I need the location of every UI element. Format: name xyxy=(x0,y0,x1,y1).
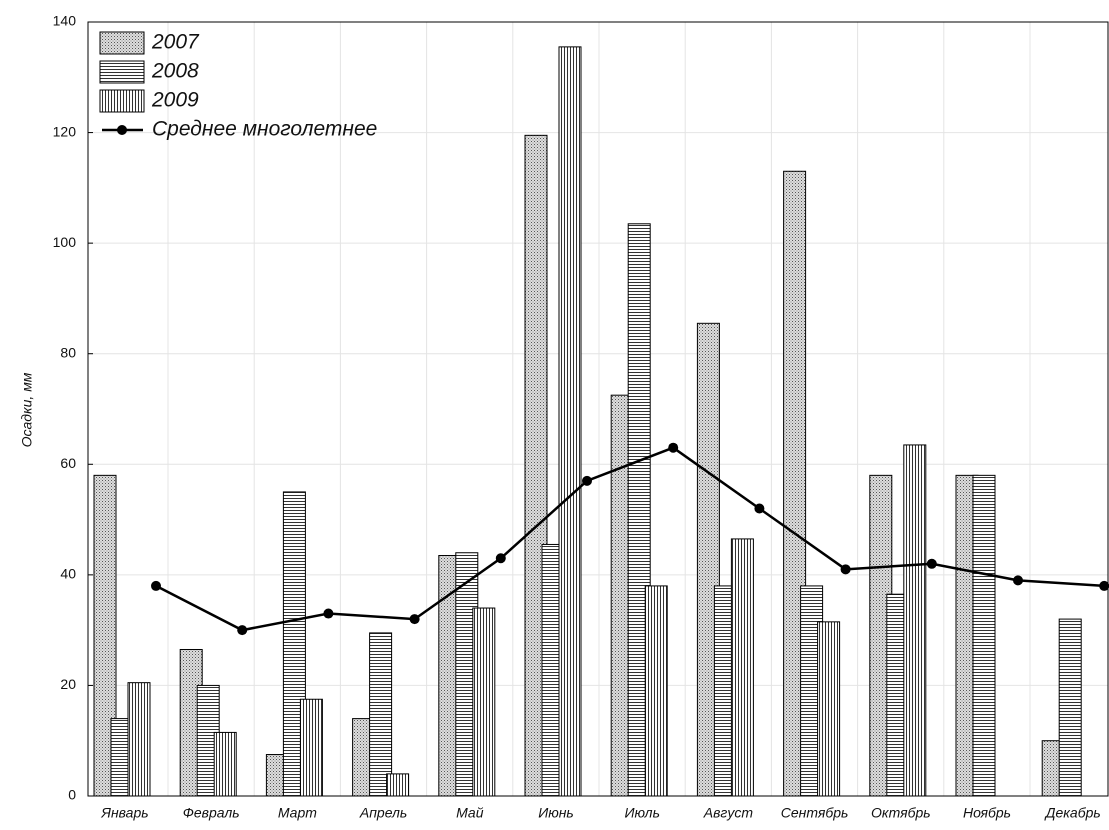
y-tick-label: 0 xyxy=(68,787,76,803)
bar xyxy=(472,607,496,797)
line-point xyxy=(754,503,765,514)
x-tick-label: Апрель xyxy=(359,805,407,821)
y-tick-label: 60 xyxy=(60,455,76,471)
x-tick-label: Май xyxy=(456,805,484,821)
bar xyxy=(386,773,410,797)
x-tick-label: Март xyxy=(278,805,317,821)
bar xyxy=(558,46,582,797)
y-tick-label: 80 xyxy=(60,344,76,360)
bar xyxy=(299,698,323,797)
line-point xyxy=(840,564,851,575)
y-axis-label: Осадки, мм xyxy=(19,372,35,447)
legend-swatch xyxy=(99,31,145,55)
bar xyxy=(369,632,393,797)
bar xyxy=(213,731,237,797)
x-tick-label: Февраль xyxy=(183,805,240,821)
x-tick-label: Октябрь xyxy=(871,805,931,821)
line-point xyxy=(926,558,937,569)
line-point xyxy=(1013,575,1023,586)
line-point xyxy=(323,608,334,619)
bar xyxy=(93,474,117,797)
x-tick-label: Июнь xyxy=(538,805,574,821)
x-tick-label: Август xyxy=(703,805,754,821)
bar xyxy=(817,621,841,797)
legend-label: 2008 xyxy=(151,60,199,83)
line-point xyxy=(1099,580,1109,591)
legend-label: Среднее многолетнее xyxy=(152,118,377,141)
line-point xyxy=(151,580,161,591)
legend-marker xyxy=(117,125,127,135)
legend-label: 2009 xyxy=(151,89,199,112)
legend-swatch xyxy=(99,60,145,84)
bar xyxy=(127,682,151,797)
line-point xyxy=(237,625,248,636)
y-tick-label: 100 xyxy=(53,234,77,250)
bar xyxy=(644,585,668,797)
bar xyxy=(730,538,754,797)
bar xyxy=(1058,618,1082,797)
legend-swatch xyxy=(99,89,145,113)
y-tick-label: 140 xyxy=(53,13,77,29)
y-tick-label: 20 xyxy=(60,676,76,692)
line-point xyxy=(668,442,679,453)
y-tick-label: 40 xyxy=(60,566,76,582)
x-tick-label: Сентябрь xyxy=(781,805,849,821)
bar xyxy=(972,474,996,797)
x-tick-label: Декабрь xyxy=(1044,805,1101,821)
plot-frame xyxy=(87,21,1109,797)
x-tick-label: Июль xyxy=(624,805,660,821)
line xyxy=(155,446,1105,632)
bar xyxy=(903,444,927,797)
line-point xyxy=(409,614,420,625)
x-tick-label: Ноябрь xyxy=(963,805,1011,821)
legend-label: 2007 xyxy=(151,31,200,54)
line-point xyxy=(582,475,592,486)
y-tick-label: 120 xyxy=(53,123,77,139)
x-tick-label: Январь xyxy=(100,805,148,821)
line-point xyxy=(495,553,506,564)
